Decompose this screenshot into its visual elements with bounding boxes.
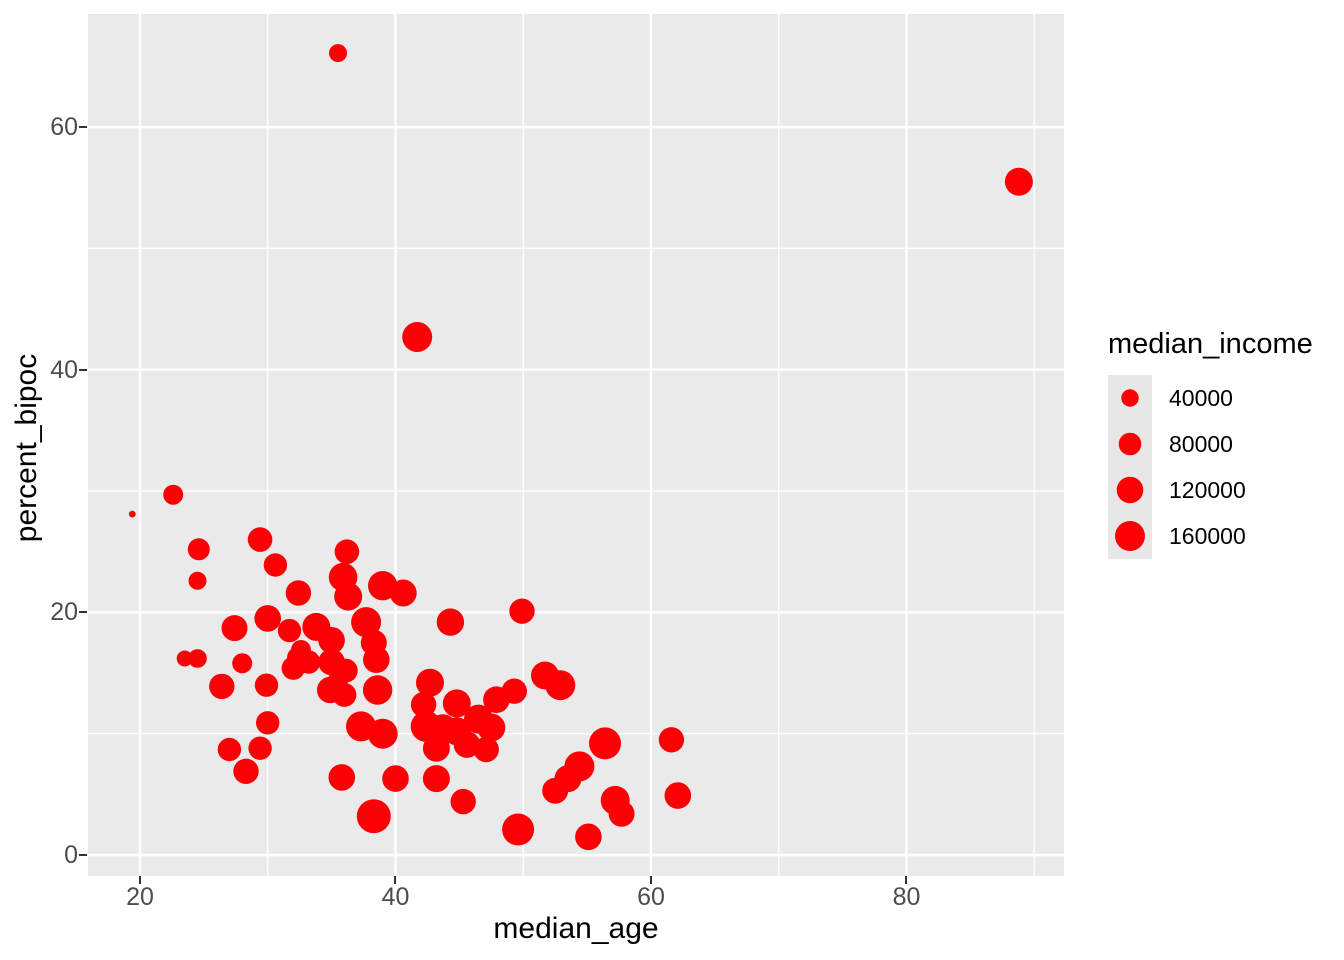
data-point [277, 618, 302, 643]
y-axis-tick-mark [79, 611, 87, 614]
data-point [128, 510, 136, 518]
x-axis-tick-label: 20 [126, 883, 154, 911]
y-axis-tick-mark [79, 854, 87, 856]
legend-entry-label: 160000 [1169, 522, 1246, 549]
data-point [281, 656, 305, 680]
data-point [422, 765, 450, 793]
x-axis-tick-label: 40 [381, 883, 410, 911]
data-point [176, 650, 193, 667]
legend-key-circle-icon [1108, 375, 1152, 421]
y-axis-tick-label: 20 [50, 598, 78, 627]
x-axis-tick-mark [905, 876, 908, 884]
plot-canvas [88, 14, 1064, 876]
data-point [232, 653, 253, 674]
data-point [1004, 167, 1033, 196]
data-point [664, 782, 692, 809]
data-point [442, 689, 471, 718]
data-point [416, 668, 444, 697]
legend-title: median_income [1108, 328, 1313, 360]
legend-entry: 160000 [1108, 513, 1344, 559]
y-axis-tick-label: 40 [50, 355, 78, 384]
data-point [502, 813, 535, 846]
data-point [254, 673, 279, 697]
legend-circle-icon [1115, 521, 1145, 551]
data-point [334, 582, 363, 611]
legend: median_income 40000 80000 120000 160000 [1108, 328, 1344, 559]
data-point [658, 727, 685, 753]
x-axis-tick-mark [649, 876, 652, 884]
legend-entry-label: 120000 [1169, 476, 1246, 503]
data-point [360, 629, 387, 656]
data-point [328, 764, 356, 791]
data-point [247, 527, 273, 552]
x-axis-tick-mark [394, 876, 397, 884]
data-point [351, 607, 382, 638]
data-point [334, 539, 360, 564]
data-point [473, 736, 499, 763]
data-point [233, 758, 259, 784]
data-point [188, 649, 207, 668]
data-point [256, 711, 280, 735]
x-axis-tick-mark [138, 876, 141, 884]
data-point [477, 713, 506, 742]
y-axis-tick-label: 0 [64, 841, 78, 869]
legend-key-circle-icon [1108, 421, 1152, 467]
legend-circle-icon [1118, 432, 1142, 456]
y-axis-title: percent_bipoc [10, 353, 43, 543]
legend-key-circle-icon [1108, 513, 1152, 559]
legend-circle-icon [1116, 476, 1144, 504]
data-point [209, 673, 235, 700]
panel-background [88, 14, 1064, 876]
data-point [356, 799, 391, 834]
plot-panel [88, 14, 1064, 876]
data-point [382, 765, 409, 792]
data-point [542, 777, 569, 804]
x-axis-tick-label: 80 [892, 883, 921, 911]
data-point [422, 734, 450, 762]
legend-key-circle-icon [1108, 467, 1152, 513]
data-point [402, 322, 433, 352]
y-axis-tick-mark [79, 368, 87, 371]
data-point [217, 737, 242, 762]
data-point [410, 691, 437, 718]
data-point [367, 718, 398, 749]
data-point [509, 598, 535, 624]
data-point [318, 627, 345, 654]
data-point [285, 580, 312, 606]
data-point [436, 608, 465, 636]
data-point [575, 823, 602, 851]
x-axis-tick-label: 60 [637, 883, 665, 911]
data-point [221, 615, 248, 642]
data-point [329, 44, 347, 63]
data-point [450, 788, 476, 815]
data-point [188, 571, 207, 590]
data-point [187, 538, 210, 561]
data-point [389, 579, 417, 607]
y-axis-tick-label: 60 [50, 113, 78, 142]
data-point [263, 553, 288, 577]
data-point [362, 675, 393, 705]
legend-entry: 80000 [1108, 421, 1344, 467]
legend-circle-icon [1121, 389, 1139, 407]
data-point [589, 727, 621, 760]
x-axis-title: median_age [493, 912, 659, 945]
data-point [254, 605, 281, 632]
data-point [501, 678, 527, 704]
y-axis-tick-mark [79, 126, 87, 129]
legend-entry: 40000 [1108, 375, 1344, 421]
data-point [608, 800, 635, 827]
legend-entry-label: 40000 [1169, 384, 1233, 411]
legend-entry: 120000 [1108, 467, 1344, 513]
data-point [545, 670, 576, 701]
data-point [248, 736, 272, 760]
legend-entry-label: 80000 [1169, 430, 1233, 457]
data-point [163, 484, 184, 505]
data-point [332, 682, 357, 707]
